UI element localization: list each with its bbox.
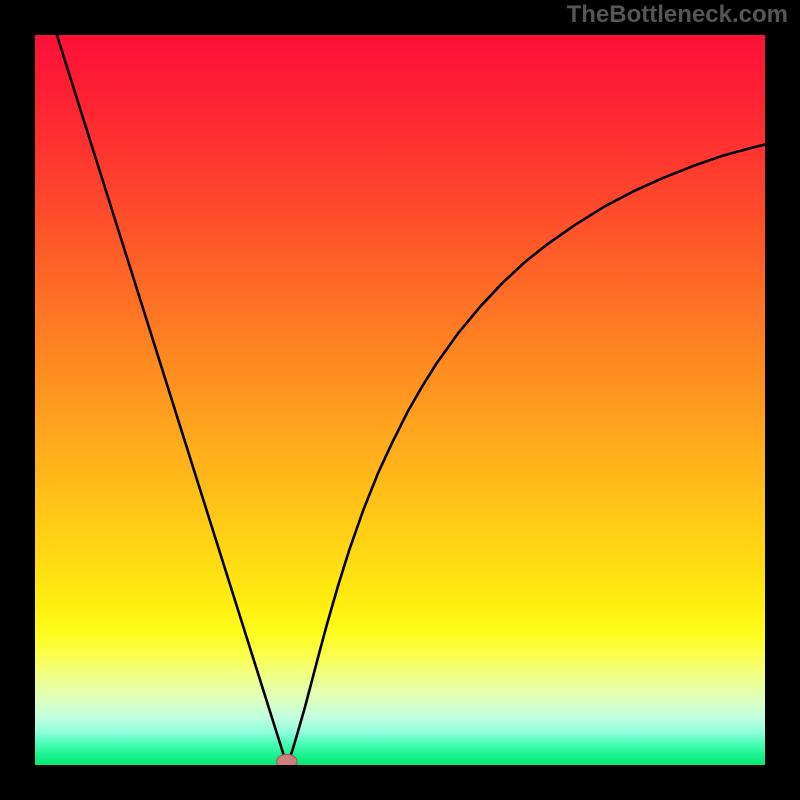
chart-plot-background: [35, 35, 765, 765]
watermark-text: TheBottleneck.com: [567, 1, 788, 28]
chart-container: TheBottleneck.com: [0, 0, 800, 800]
bottleneck-chart: TheBottleneck.com: [0, 0, 800, 800]
